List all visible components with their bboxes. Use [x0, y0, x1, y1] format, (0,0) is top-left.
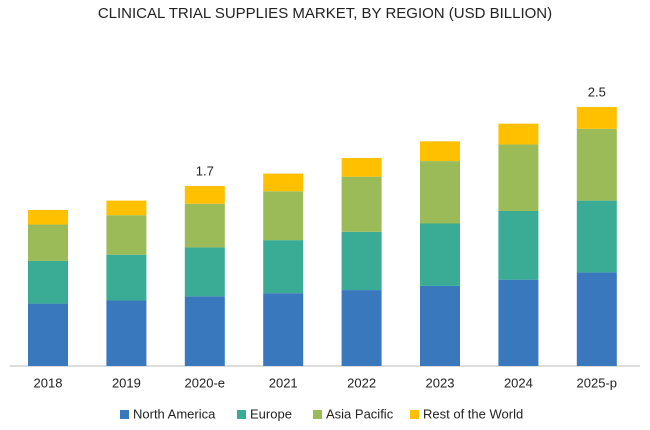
x-tick-label: 2022	[347, 375, 376, 390]
bar-segment	[576, 272, 617, 366]
bar-segment	[263, 293, 304, 366]
bar-segment	[263, 240, 304, 294]
annotation: 2.5	[588, 84, 606, 99]
bar-segment	[420, 141, 460, 162]
annotation: 1.7	[196, 163, 214, 178]
bar-segment	[106, 254, 147, 301]
bar-segment	[184, 186, 225, 204]
bar-segment	[420, 223, 460, 286]
bar-segment	[498, 123, 539, 145]
x-tick-label: 2019	[112, 375, 141, 390]
legend-label: Europe	[250, 406, 292, 421]
bar-segment	[184, 296, 225, 366]
x-tick-label: 2018	[34, 375, 63, 390]
legend-swatch	[313, 410, 322, 419]
legend-label: North America	[133, 406, 216, 421]
chart-title: CLINICAL TRIAL SUPPLIES MARKET, BY REGIO…	[98, 5, 552, 22]
bar-segment	[184, 203, 225, 248]
bar-segment	[28, 260, 68, 304]
x-tick-label: 2020-e	[185, 375, 225, 390]
legend-label: Rest of the World	[423, 406, 523, 421]
bar-segment	[263, 173, 304, 192]
bar-segment	[576, 107, 617, 129]
legend-label: Asia Pacific	[326, 406, 394, 421]
bar-segment	[498, 279, 539, 366]
bar-segment	[498, 144, 539, 212]
bar-segment	[420, 161, 460, 224]
bar-segment	[576, 200, 617, 273]
bar-segment	[498, 211, 539, 280]
bar-segment	[263, 191, 304, 241]
bar-segment	[576, 128, 617, 201]
bar-segment	[106, 200, 147, 216]
bar-segment	[184, 247, 225, 297]
legend-swatch	[120, 410, 129, 419]
bar-segment	[106, 300, 147, 366]
x-tick-label: 2023	[426, 375, 455, 390]
legend-swatch	[410, 410, 419, 419]
bar-segment	[28, 303, 68, 366]
bar-segment	[420, 285, 460, 366]
bar-segment	[341, 231, 382, 291]
bar-segment	[341, 290, 382, 366]
x-tick-label: 2024	[504, 375, 533, 390]
bar-segment	[106, 215, 147, 255]
bar-segment	[341, 176, 382, 232]
bar-segment	[28, 209, 68, 225]
x-tick-label: 2025-p	[577, 375, 617, 390]
legend-swatch	[237, 410, 246, 419]
bar-segment	[28, 224, 68, 261]
x-tick-label: 2021	[269, 375, 298, 390]
bar-segment	[341, 157, 382, 177]
